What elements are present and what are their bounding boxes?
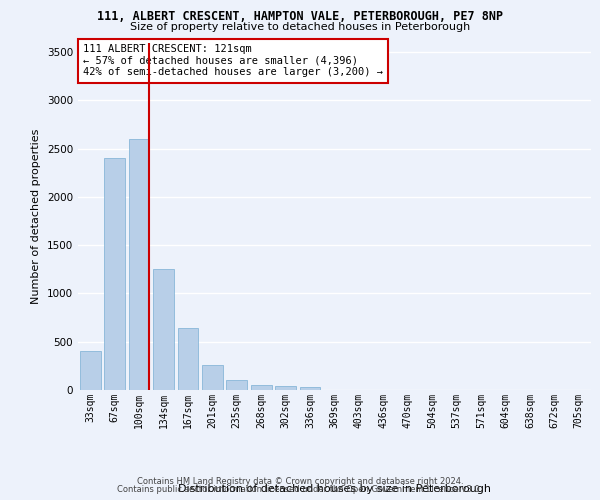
Text: 111, ALBERT CRESCENT, HAMPTON VALE, PETERBOROUGH, PE7 8NP: 111, ALBERT CRESCENT, HAMPTON VALE, PETE… [97, 10, 503, 23]
Bar [226, 380, 247, 390]
Bar [80, 352, 101, 390]
Bar [104, 158, 125, 390]
Bar [275, 386, 296, 390]
Text: 111 ALBERT CRESCENT: 121sqm
← 57% of detached houses are smaller (4,396)
42% of : 111 ALBERT CRESCENT: 121sqm ← 57% of det… [83, 44, 383, 78]
Text: Contains public sector information licensed under the Open Government Licence v3: Contains public sector information licen… [118, 485, 482, 494]
Y-axis label: Number of detached properties: Number of detached properties [31, 128, 41, 304]
Text: Size of property relative to detached houses in Peterborough: Size of property relative to detached ho… [130, 22, 470, 32]
Bar [251, 384, 272, 390]
Bar [128, 139, 149, 390]
Bar [299, 387, 320, 390]
Text: Contains HM Land Registry data © Crown copyright and database right 2024.: Contains HM Land Registry data © Crown c… [137, 477, 463, 486]
X-axis label: Distribution of detached houses by size in Peterborough: Distribution of detached houses by size … [178, 484, 491, 494]
Bar [202, 365, 223, 390]
Bar [178, 328, 199, 390]
Bar [153, 270, 174, 390]
